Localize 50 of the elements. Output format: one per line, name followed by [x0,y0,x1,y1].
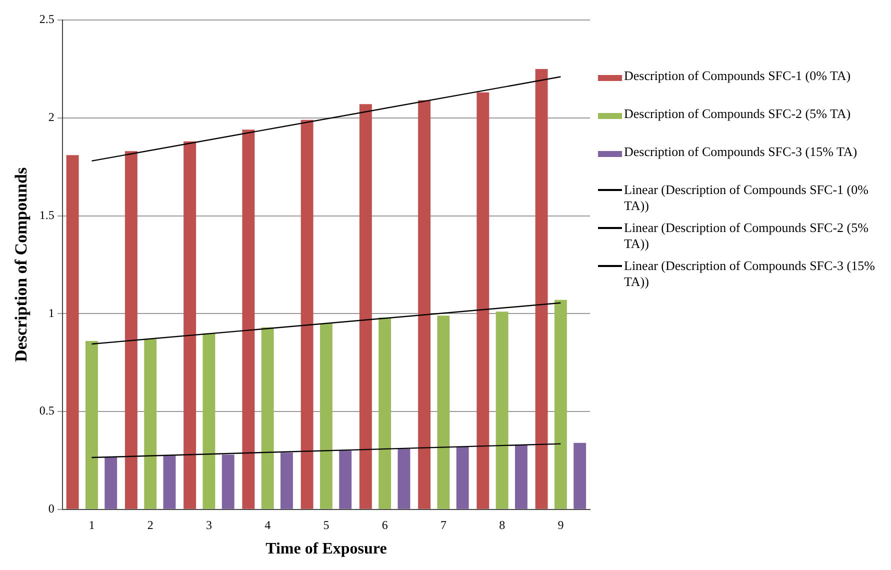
bar [184,141,196,509]
y-tick-label: 1.5 [39,208,54,222]
bar [85,341,98,509]
legend-label: Description of Compounds SFC-3 (15% TA) [624,144,858,160]
legend-label: Linear (Description of Compounds SFC-2 (5% TA)) [624,220,870,252]
y-tick-label: 2 [48,110,54,124]
bar [261,327,274,509]
bar [124,151,138,509]
bar [300,120,314,509]
bar [104,456,118,509]
legend-label: Description of Compounds SFC-2 (5% TA) [624,106,851,122]
bar [144,339,157,509]
bar [339,450,352,509]
bar [418,100,431,509]
bar [66,155,79,509]
x-tick-label: 6 [382,518,388,532]
bar [456,446,469,509]
bar [359,104,372,509]
bar [320,323,332,509]
bar [222,454,234,509]
y-tick-label: 1 [48,306,54,320]
bar [437,316,450,509]
bar [202,333,216,509]
x-tick-label: 1 [88,518,95,532]
x-tick-label: 8 [499,518,506,532]
x-axis-title: Time of Exposure [266,540,387,558]
x-tick-label: 2 [147,518,154,532]
y-tick-label: 0 [48,502,54,516]
bar [496,312,508,509]
bar [163,456,176,509]
y-tick-label: 2.5 [39,12,54,26]
legend-label: Description of Compounds SFC-1 (0% TA) [624,68,851,84]
x-tick-label: 5 [323,518,330,532]
x-tick-label: 3 [206,518,212,532]
bar [476,92,490,509]
bar [554,300,567,509]
bar [280,452,293,509]
bar [242,130,255,509]
x-tick-label: 9 [558,518,564,532]
legend-label: Linear (Description of Compounds SFC-1 (0% TA)) [624,182,870,214]
y-tick-label: 0.5 [39,404,54,418]
bar [535,68,548,509]
x-tick-label: 4 [264,518,271,532]
legend-label: Linear (Description of Compounds SFC-3 (15% TA)) [624,258,876,290]
x-tick-label: 7 [440,518,446,532]
bar [378,318,392,509]
bar [514,444,528,509]
y-axis-title: Description of Compounds [12,167,31,362]
bar [398,448,410,509]
bar [574,442,586,509]
